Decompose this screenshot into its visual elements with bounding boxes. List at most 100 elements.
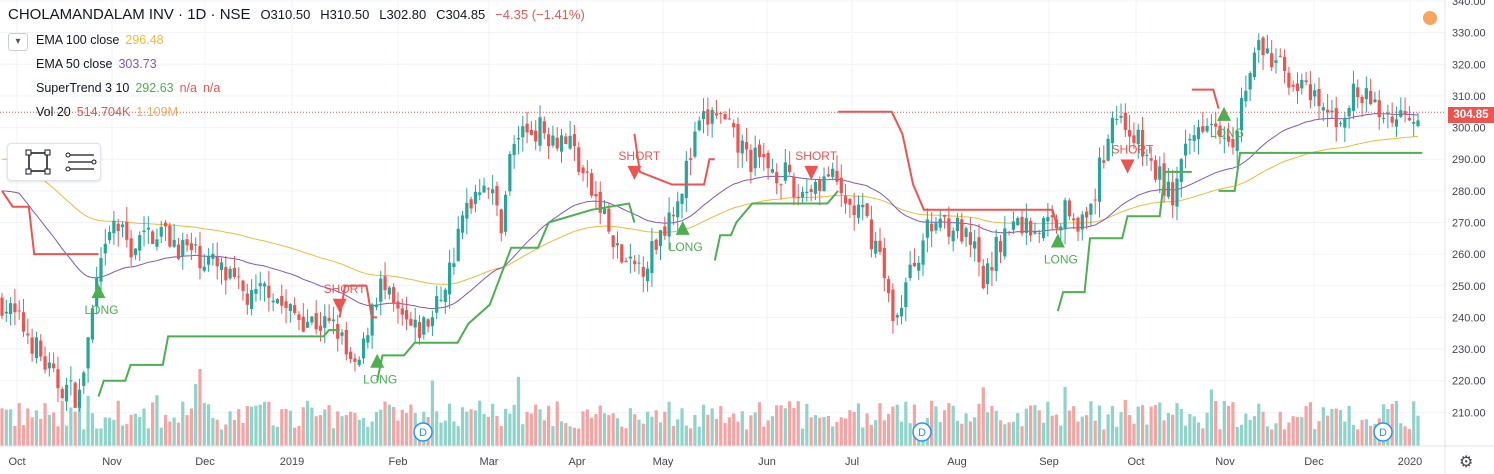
candle-body	[90, 308, 94, 340]
candle-body	[1416, 120, 1420, 127]
volume-bar	[762, 426, 766, 446]
candle-body	[215, 256, 219, 267]
indicator-extra: 1.109M	[136, 105, 178, 119]
candle-body	[955, 217, 960, 232]
gear-icon[interactable]: ⚙	[1459, 454, 1474, 471]
volume-bar	[693, 414, 697, 446]
signal-label: SHORT	[795, 149, 837, 163]
volume-bar	[839, 417, 843, 446]
volume-bar	[275, 426, 280, 446]
volume-bar	[262, 401, 267, 446]
volume-bar	[577, 428, 581, 446]
price-tick-label: 320.00	[1452, 59, 1486, 71]
candle-body	[994, 236, 998, 272]
volume-bar	[594, 413, 598, 446]
indicator-ema100[interactable]: EMA 100 close 296.48	[36, 33, 164, 47]
candle-body	[1261, 37, 1265, 56]
candle-body	[547, 134, 551, 147]
candle-body	[30, 337, 34, 354]
volume-bar	[1412, 401, 1416, 446]
rectangle-tool-icon[interactable]	[18, 148, 58, 176]
last-price-tag: 304.85	[1448, 107, 1494, 123]
candle-body	[17, 310, 21, 312]
candle-body	[628, 256, 632, 259]
candle-body	[1369, 90, 1373, 105]
indicator-extra: n/a	[179, 81, 197, 95]
candle-body	[314, 313, 318, 330]
volume-bar	[202, 403, 206, 446]
candle-body	[1356, 87, 1360, 98]
candle-body	[1153, 160, 1158, 180]
candle-body	[818, 178, 822, 191]
time-tick-label: Sep	[1039, 456, 1059, 468]
volume-bar	[1067, 410, 1071, 446]
volume-bar	[396, 420, 400, 446]
volume-bar	[30, 417, 34, 446]
volume-bar	[512, 404, 516, 446]
dividend-marker[interactable]	[413, 422, 433, 442]
indicator-supertrend[interactable]: SuperTrend 3 10 292.63 n/a n/a	[36, 81, 220, 95]
volume-bar	[237, 409, 241, 446]
volume-bar	[585, 409, 589, 446]
indicator-ema50[interactable]: EMA 50 close 303.73	[36, 57, 157, 71]
candle-body	[73, 382, 77, 408]
candle-body	[374, 304, 379, 308]
volume-bar	[1416, 415, 1420, 446]
orange-circle-icon[interactable]	[1423, 11, 1437, 25]
supertrend-line	[1218, 151, 1423, 192]
candle-body	[895, 315, 899, 318]
candle-body	[1192, 135, 1196, 141]
volume-bar	[129, 414, 133, 446]
candle-body	[1377, 100, 1381, 118]
candle-body	[865, 203, 869, 216]
volume-bar	[486, 416, 490, 446]
candle-body	[1145, 154, 1149, 156]
candle-body	[1338, 123, 1343, 125]
volume-bar	[689, 428, 693, 446]
candle-body	[245, 293, 249, 305]
candle-body	[435, 296, 439, 313]
signal-label: LONG	[669, 240, 703, 254]
volume-bar	[895, 404, 899, 446]
candle-body	[336, 324, 340, 339]
indicator-value: 303.73	[118, 57, 157, 71]
candle-body	[185, 239, 189, 246]
candle-body	[770, 169, 775, 173]
indicator-name: SuperTrend 3 10	[36, 81, 130, 95]
dividend-marker[interactable]	[912, 422, 932, 442]
volume-bar	[1360, 420, 1364, 446]
volume-bar	[663, 411, 667, 446]
candle-body	[422, 317, 426, 335]
volume-bar	[1115, 426, 1119, 446]
candle-body	[1321, 107, 1325, 111]
candle-body	[663, 226, 667, 236]
horizontal-lines-icon[interactable]	[60, 148, 100, 176]
candle-body	[473, 191, 478, 204]
volume-bar	[267, 401, 271, 446]
dividend-marker[interactable]	[1373, 422, 1393, 442]
volume-bar	[1209, 389, 1214, 446]
candle-body	[103, 243, 107, 254]
candle-body	[1024, 218, 1028, 234]
candle-body	[1175, 178, 1179, 207]
volume-bar	[727, 417, 731, 446]
symbol-title[interactable]: CHOLAMANDALAM INV · 1D · NSE	[8, 6, 251, 23]
indicator-volume[interactable]: Vol 20 514.704K 1.109M	[36, 105, 178, 119]
candle-body	[809, 188, 813, 193]
volume-bar	[120, 425, 125, 446]
volume-bar	[581, 411, 585, 446]
chevron-down-icon[interactable]: ▾	[8, 33, 28, 51]
volume-bar	[198, 369, 202, 446]
volume-bar	[245, 405, 249, 446]
candle-body	[757, 144, 762, 158]
candle-body	[925, 219, 929, 238]
candle-body	[478, 192, 482, 195]
volume-bar	[26, 408, 30, 446]
candle-body	[697, 120, 701, 131]
candle-body	[1227, 136, 1231, 142]
candle-body	[1179, 159, 1183, 183]
volume-bar	[107, 417, 112, 446]
candle-body	[1123, 112, 1127, 131]
volume-bar	[1222, 400, 1226, 446]
